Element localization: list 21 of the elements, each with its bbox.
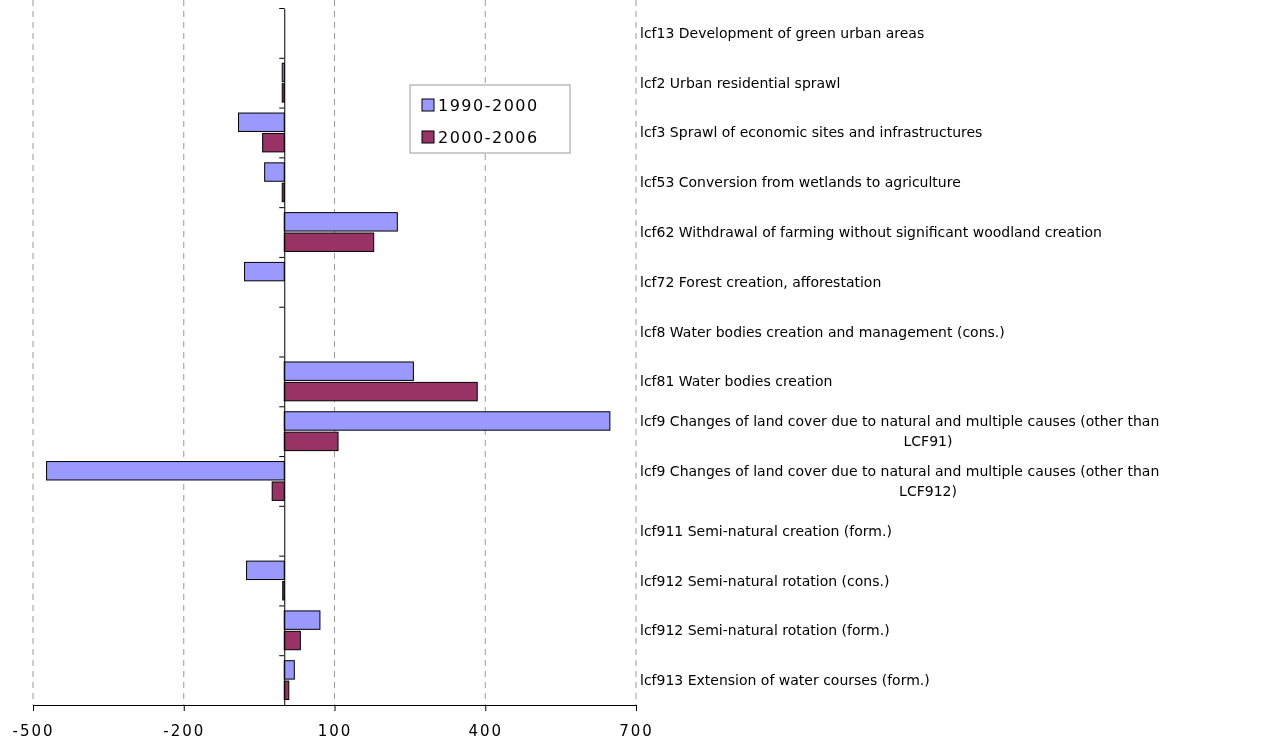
legend-label: 2000-2006 bbox=[438, 128, 539, 147]
legend-label: 1990-2000 bbox=[438, 96, 539, 115]
y-tick-label: lcf912 Semi-natural rotation (cons.) bbox=[640, 572, 890, 589]
y-tick-label: lcf9 Changes of land cover due to natural and multiple causes (other than LCF912) bbox=[640, 462, 1160, 499]
x-tick-label: 100 bbox=[317, 721, 353, 740]
x-tick-label: -200 bbox=[163, 721, 206, 740]
y-tick-label: lcf2 Urban residential sprawl bbox=[640, 74, 841, 91]
x-tick-label: 700 bbox=[619, 721, 654, 740]
y-tick-label: lcf9 Changes of land cover due to natural and multiple causes (other than LCF91) bbox=[640, 413, 1160, 450]
y-tick-label: lcf3 Sprawl of economic sites and infrastructures bbox=[640, 124, 983, 141]
y-tick-label: lcf8 Water bodies creation and management (cons.) bbox=[640, 323, 1005, 340]
y-tick-label: lcf62 Withdrawal of farming without significant woodland creation bbox=[640, 224, 1102, 241]
y-tick-label: lcf912 Semi-natural rotation (form.) bbox=[640, 622, 890, 639]
y-tick-label: lcf911 Semi-natural creation (form.) bbox=[640, 522, 892, 539]
x-tick-label: 400 bbox=[468, 721, 504, 740]
y-tick-label: lcf53 Conversion from wetlands to agriculture bbox=[640, 174, 961, 191]
y-tick-label: lcf913 Extension of water courses (form.) bbox=[640, 672, 930, 689]
y-tick-label: lcf72 Forest creation, afforestation bbox=[640, 273, 882, 290]
y-tick-label: lcf13 Development of green urban areas bbox=[640, 24, 925, 41]
x-tick-label: -500 bbox=[12, 721, 55, 740]
y-tick-label: lcf81 Water bodies creation bbox=[640, 373, 833, 390]
